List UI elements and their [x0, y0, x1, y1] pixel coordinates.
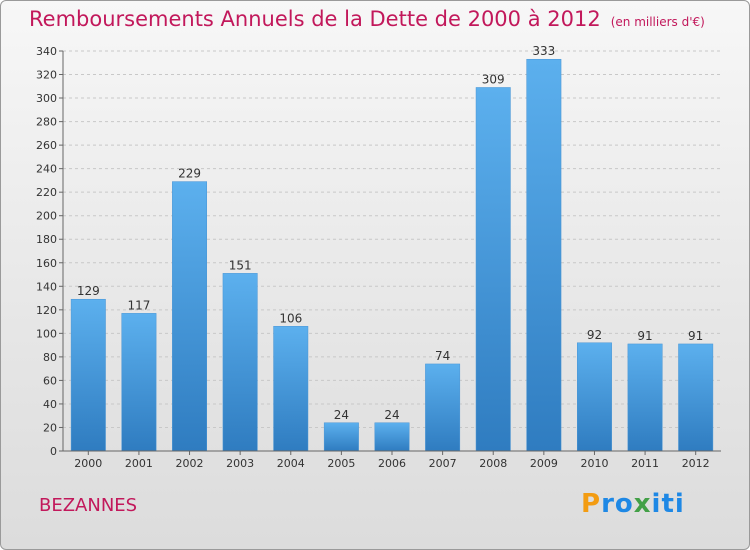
y-tick-label: 20 — [43, 421, 57, 434]
bar — [627, 343, 663, 452]
x-tick-label: 2000 — [74, 457, 102, 470]
data-label: 74 — [435, 349, 450, 363]
y-tick-label: 320 — [36, 69, 57, 82]
bar — [577, 342, 612, 452]
x-tick-label: 2011 — [631, 457, 659, 470]
data-label: 333 — [532, 44, 555, 58]
y-tick-label: 220 — [36, 186, 57, 199]
y-tick-label: 180 — [36, 233, 57, 246]
y-tick-label: 280 — [36, 116, 57, 129]
x-tick-label: 2012 — [682, 457, 710, 470]
y-tick-label: 100 — [36, 327, 57, 340]
bar — [172, 181, 207, 452]
y-tick-label: 140 — [36, 280, 57, 293]
y-tick-label: 260 — [36, 139, 57, 152]
chart-unit: (en milliers d'€) — [610, 15, 705, 29]
x-tick-label: 2004 — [277, 457, 305, 470]
y-tick-label: 200 — [36, 210, 57, 223]
y-tick-label: 120 — [36, 304, 57, 317]
x-tick-label: 2007 — [429, 457, 457, 470]
x-tick-label: 2005 — [327, 457, 355, 470]
chart-title-text: Remboursements Annuels de la Dette de 20… — [29, 7, 601, 31]
bar — [374, 422, 410, 452]
bars: 129 117 229 151 106 24 24 74 309 333 92 91 91 — [70, 44, 714, 452]
data-label: 309 — [482, 72, 505, 86]
bar — [475, 87, 511, 452]
y-tick-label: 40 — [43, 398, 57, 411]
chart-title: Remboursements Annuels de la Dette de 20… — [29, 7, 705, 31]
data-label: 106 — [279, 311, 302, 325]
y-tick-label: 240 — [36, 163, 57, 176]
y-tick-label: 160 — [36, 257, 57, 270]
x-tick-label: 2002 — [176, 457, 204, 470]
bar — [323, 422, 359, 452]
data-label: 129 — [77, 284, 100, 298]
y-tick-label: 60 — [43, 374, 57, 387]
data-label: 24 — [384, 408, 399, 422]
data-label: 91 — [637, 329, 652, 343]
bar — [273, 326, 309, 452]
x-tick-label: 2009 — [530, 457, 558, 470]
x-tick-label: 2001 — [125, 457, 153, 470]
bar — [678, 343, 714, 452]
city-name: BEZANNES — [39, 495, 138, 516]
y-tick-label: 300 — [36, 92, 57, 105]
data-label: 229 — [178, 167, 201, 181]
bar — [121, 313, 157, 452]
data-label: 24 — [334, 408, 349, 422]
y-tick-label: 340 — [36, 45, 57, 58]
x-tick-label: 2006 — [378, 457, 406, 470]
data-label: 151 — [229, 258, 252, 272]
y-axis: 0 20 40 60 80 100 120 140 160 180 200 220 240 260 280 3… — [36, 45, 64, 458]
data-label: 91 — [688, 329, 703, 343]
y-tick-label: 0 — [50, 445, 57, 458]
bar — [70, 298, 106, 452]
data-label: 117 — [127, 298, 150, 312]
y-tick-label: 80 — [43, 351, 57, 364]
bar — [425, 363, 461, 452]
grid-lines — [63, 50, 721, 452]
bar — [526, 58, 562, 452]
bar — [222, 273, 258, 452]
proxiti-logo[interactable]: Proxiti — [581, 489, 685, 519]
x-tick-label: 2010 — [580, 457, 608, 470]
data-label: 92 — [587, 328, 602, 342]
x-tick-label: 2003 — [226, 457, 254, 470]
x-axis: 2000 2001 2002 2003 2004 2005 2006 2007 2008 2009… — [63, 450, 721, 470]
x-tick-label: 2008 — [479, 457, 507, 470]
